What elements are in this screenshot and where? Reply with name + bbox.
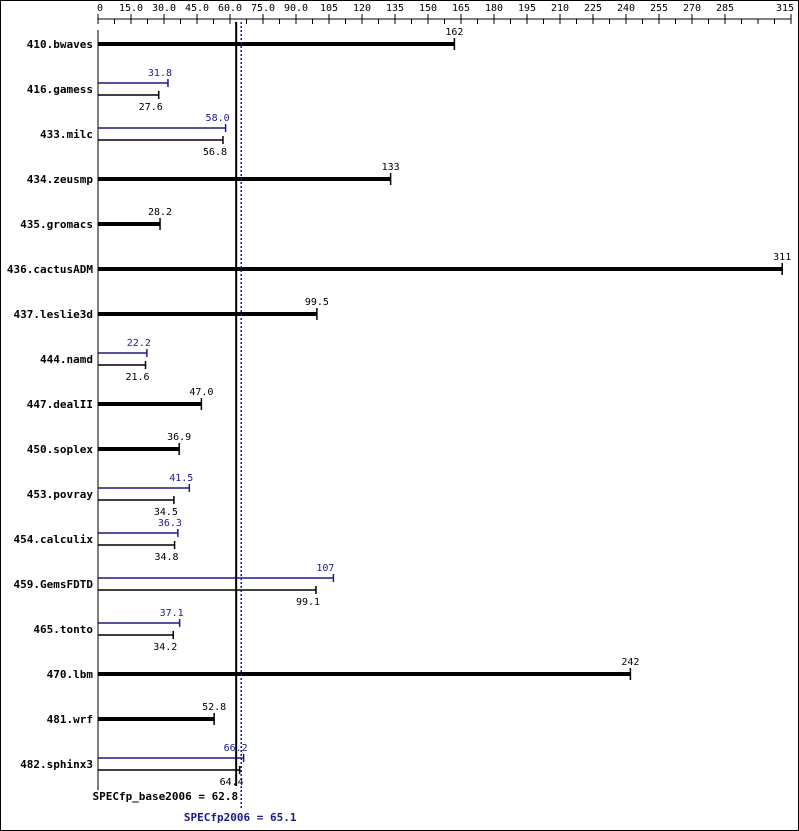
- benchmark-row: 416.gamess 31.8 27.6: [27, 68, 172, 113]
- benchmark-label: 454.calculix: [14, 533, 94, 546]
- benchmark-label: 433.milc: [40, 128, 93, 141]
- benchmark-label: 465.tonto: [33, 623, 93, 636]
- benchmark-label: 416.gamess: [27, 83, 93, 96]
- peak-value-label: 58.0: [206, 113, 230, 124]
- benchmark-row: 437.leslie3d 99.5: [14, 297, 329, 321]
- x-tick-label: 285: [716, 3, 734, 14]
- benchmark-label: 434.zeusmp: [27, 173, 94, 186]
- benchmark-row: 459.GemsFDTD 107 99.1: [14, 563, 335, 608]
- x-tick-label: 75.0: [251, 3, 275, 14]
- benchmark-bars: 410.bwaves 162 416.gamess 31.8 27.6 433.milc 5…: [7, 27, 791, 790]
- benchmark-label: 482.sphinx3: [20, 758, 93, 771]
- base-value-label: 36.9: [167, 432, 191, 443]
- summary-lines: SPECfp_base2006 = 62.8 SPECfp2006 = 65.1: [92, 22, 297, 824]
- x-tick-label: 135: [386, 3, 404, 14]
- benchmark-row: 465.tonto 37.1 34.2: [33, 608, 183, 653]
- x-axis: 0 15.0 30.0 45.0 60.0 75.0 90.0 105 120 135 150 165…: [97, 3, 794, 24]
- benchmark-row: 433.milc 58.0 56.8: [40, 113, 230, 158]
- x-tick-label: 210: [551, 3, 569, 14]
- x-tick-label: 45.0: [185, 3, 209, 14]
- peak-value-label: 37.1: [160, 608, 184, 619]
- base-value-label: 34.2: [153, 642, 177, 653]
- x-tick-label: 225: [584, 3, 602, 14]
- benchmark-label: 453.povray: [27, 488, 94, 501]
- x-tick-label: 90.0: [284, 3, 308, 14]
- base-value-label: 34.8: [155, 552, 179, 563]
- benchmark-label: 437.leslie3d: [14, 308, 93, 321]
- base-value-label: 311: [773, 252, 791, 263]
- base-value-label: 64.4: [220, 777, 244, 788]
- x-tick-label: 0: [97, 3, 103, 14]
- benchmark-label: 447.dealII: [27, 398, 93, 411]
- benchmark-row: 481.wrf 52.8: [47, 702, 227, 726]
- x-tick-label: 180: [485, 3, 503, 14]
- x-tick-label: 255: [650, 3, 668, 14]
- base-value-label: 27.6: [139, 102, 163, 113]
- benchmark-label: 470.lbm: [47, 668, 94, 681]
- x-tick-label: 315: [776, 3, 794, 14]
- peak-value-label: 36.3: [158, 518, 182, 529]
- benchmark-row: 470.lbm 242: [47, 657, 640, 681]
- x-tick-label: 270: [683, 3, 701, 14]
- benchmark-row: 435.gromacs 28.2: [20, 207, 172, 231]
- x-tick-label: 240: [617, 3, 635, 14]
- x-tick-label: 165: [452, 3, 470, 14]
- base-value-label: 56.8: [203, 147, 227, 158]
- x-tick-label: 30.0: [152, 3, 176, 14]
- peak-value-label: 107: [316, 563, 334, 574]
- summary-base-label: SPECfp_base2006 = 62.8: [92, 790, 238, 803]
- x-tick-label: 120: [353, 3, 371, 14]
- benchmark-label: 459.GemsFDTD: [14, 578, 94, 591]
- base-value-label: 133: [382, 162, 400, 173]
- base-value-label: 99.1: [296, 597, 320, 608]
- peak-value-label: 22.2: [127, 338, 151, 349]
- x-tick-label: 105: [320, 3, 338, 14]
- base-value-label: 34.5: [154, 507, 178, 518]
- benchmark-row: 410.bwaves 162: [27, 27, 464, 51]
- benchmark-row: 447.dealII 47.0: [27, 387, 214, 411]
- base-value-label: 28.2: [148, 207, 172, 218]
- benchmark-label: 481.wrf: [47, 713, 93, 726]
- benchmark-label: 436.cactusADM: [7, 263, 93, 276]
- benchmark-row: 450.soplex 36.9: [27, 432, 191, 456]
- benchmark-row: 436.cactusADM 311: [7, 252, 791, 276]
- x-tick-label: 150: [419, 3, 437, 14]
- base-value-label: 242: [621, 657, 639, 668]
- peak-value-label: 31.8: [148, 68, 172, 79]
- base-value-label: 162: [445, 27, 463, 38]
- benchmark-row: 434.zeusmp 133: [27, 162, 400, 186]
- benchmark-row: 453.povray 41.5 34.5: [27, 473, 194, 518]
- x-tick-label: 195: [518, 3, 536, 14]
- benchmark-label: 435.gromacs: [20, 218, 93, 231]
- base-value-label: 21.6: [125, 372, 149, 383]
- benchmark-label: 450.soplex: [27, 443, 94, 456]
- base-value-label: 52.8: [202, 702, 226, 713]
- benchmark-label: 410.bwaves: [27, 38, 93, 51]
- benchmark-label: 444.namd: [40, 353, 93, 366]
- summary-peak-label: SPECfp2006 = 65.1: [184, 811, 297, 824]
- x-tick-label: 15.0: [119, 3, 143, 14]
- base-value-label: 99.5: [305, 297, 329, 308]
- base-value-label: 47.0: [189, 387, 213, 398]
- benchmark-row: 454.calculix 36.3 34.8: [14, 518, 182, 563]
- peak-value-label: 41.5: [169, 473, 193, 484]
- x-tick-label: 60.0: [218, 3, 242, 14]
- benchmark-row: 444.namd 22.2 21.6: [40, 338, 151, 383]
